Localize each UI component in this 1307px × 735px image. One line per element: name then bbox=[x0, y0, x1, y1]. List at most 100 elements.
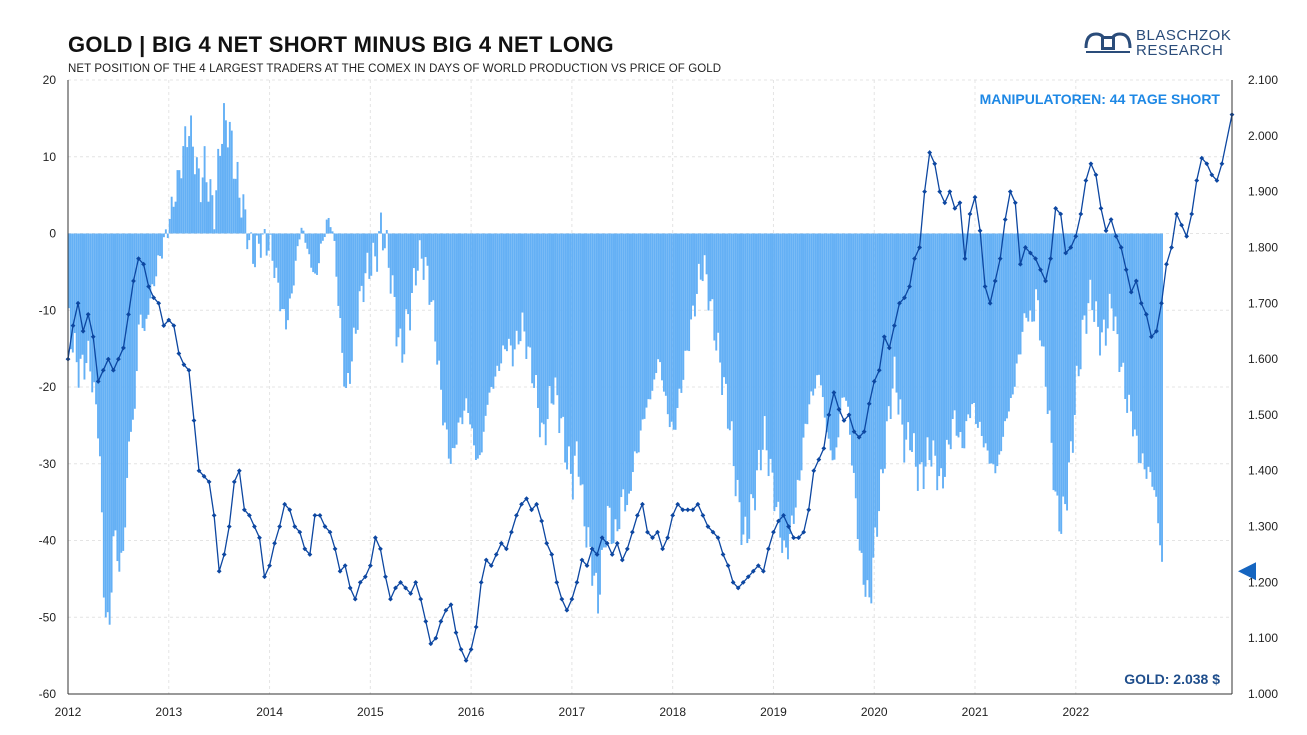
position-bar bbox=[1023, 233, 1026, 314]
gold-price-point bbox=[1164, 261, 1169, 267]
position-bar bbox=[1017, 233, 1020, 355]
gold-price-point bbox=[297, 529, 303, 535]
gold-price-point bbox=[796, 535, 802, 541]
gold-price-point bbox=[146, 284, 152, 289]
gold-price-point bbox=[624, 546, 630, 552]
position-bar bbox=[622, 233, 625, 490]
position-bar bbox=[529, 233, 532, 348]
position-bar bbox=[645, 233, 648, 408]
position-bar bbox=[647, 233, 650, 400]
left-tick-label: -60 bbox=[39, 687, 57, 701]
position-bar bbox=[740, 233, 743, 545]
position-bar bbox=[498, 233, 501, 371]
position-bar bbox=[806, 233, 809, 425]
x-tick-label: 2020 bbox=[861, 705, 888, 719]
position-bar bbox=[693, 233, 696, 317]
position-bar bbox=[802, 233, 805, 438]
gold-price-point bbox=[287, 507, 293, 513]
gold-price-point bbox=[418, 596, 424, 602]
position-bar bbox=[798, 233, 801, 481]
gold-price-point bbox=[952, 205, 958, 211]
position-bar bbox=[467, 233, 470, 414]
position-bar bbox=[912, 233, 915, 434]
gold-price-point bbox=[519, 501, 524, 507]
position-bar bbox=[849, 233, 851, 435]
position-bar bbox=[287, 233, 289, 321]
position-bar bbox=[405, 233, 408, 310]
position-bar bbox=[785, 233, 787, 548]
gold-price-point bbox=[337, 568, 343, 574]
position-bar bbox=[273, 233, 276, 279]
position-bar bbox=[1122, 233, 1125, 363]
position-bar bbox=[176, 170, 179, 234]
position-bar bbox=[843, 233, 846, 398]
position-bar bbox=[112, 233, 115, 537]
position-bar bbox=[1062, 233, 1065, 497]
gold-price-point bbox=[715, 535, 721, 541]
position-bar bbox=[608, 233, 611, 508]
position-bar bbox=[205, 182, 208, 234]
position-bar bbox=[657, 233, 660, 360]
gold-price-point bbox=[105, 356, 111, 362]
gold-price-point bbox=[886, 345, 892, 351]
position-bar bbox=[606, 233, 609, 506]
position-bar bbox=[1135, 233, 1138, 436]
position-bar bbox=[122, 233, 125, 551]
position-bar bbox=[502, 233, 505, 346]
position-bar bbox=[880, 233, 882, 470]
left-tick-label: -30 bbox=[39, 457, 57, 471]
position-bar bbox=[742, 233, 745, 535]
position-bar bbox=[137, 233, 140, 325]
position-bar bbox=[949, 233, 952, 450]
gold-price-point bbox=[755, 563, 761, 569]
position-bar bbox=[319, 233, 322, 244]
position-bar bbox=[604, 233, 607, 548]
position-bar bbox=[692, 233, 694, 306]
position-bar bbox=[153, 233, 156, 287]
gold-price-point bbox=[1133, 278, 1139, 284]
position-bar bbox=[226, 147, 229, 234]
position-bar bbox=[511, 233, 514, 367]
gold-price-point bbox=[907, 284, 912, 289]
position-bar bbox=[967, 233, 970, 415]
gold-price-point bbox=[70, 323, 76, 328]
position-bar bbox=[537, 233, 539, 408]
position-bar bbox=[219, 155, 222, 234]
position-bar bbox=[901, 233, 904, 425]
position-bar bbox=[680, 233, 683, 393]
position-bar bbox=[653, 233, 656, 380]
position-bar bbox=[362, 233, 365, 303]
gold-price-point bbox=[110, 367, 116, 373]
gold-price-point bbox=[181, 362, 187, 368]
position-bar bbox=[883, 233, 886, 469]
gold-price-point bbox=[866, 401, 872, 407]
position-bar bbox=[263, 229, 266, 234]
gold-price-point bbox=[1063, 250, 1069, 256]
gold-price-point bbox=[549, 552, 555, 557]
gold-price-point bbox=[579, 557, 585, 563]
gold-price-point bbox=[811, 468, 817, 474]
position-bar bbox=[290, 233, 293, 294]
gold-price-point bbox=[1174, 211, 1179, 217]
position-bar bbox=[542, 233, 545, 425]
position-bar bbox=[947, 233, 950, 445]
position-bar bbox=[380, 212, 382, 234]
position-bar bbox=[161, 233, 163, 259]
position-bar bbox=[1048, 233, 1051, 411]
position-bar bbox=[1068, 233, 1070, 463]
position-bar bbox=[911, 233, 913, 452]
position-bar bbox=[424, 233, 427, 258]
position-bar bbox=[364, 233, 367, 274]
position-bar bbox=[327, 217, 330, 234]
gold-price-point bbox=[408, 591, 414, 596]
right-tick-label: 1.600 bbox=[1248, 352, 1278, 366]
position-bar bbox=[957, 233, 960, 438]
position-bar bbox=[99, 233, 101, 457]
position-bar bbox=[721, 233, 724, 395]
chart-subtitle: NET POSITION OF THE 4 LARGEST TRADERS AT… bbox=[68, 63, 722, 75]
gold-price-point bbox=[967, 211, 973, 217]
position-bar bbox=[643, 233, 646, 419]
position-bar bbox=[1031, 233, 1034, 322]
gold-price-point bbox=[1038, 267, 1043, 273]
position-bar bbox=[674, 233, 677, 430]
